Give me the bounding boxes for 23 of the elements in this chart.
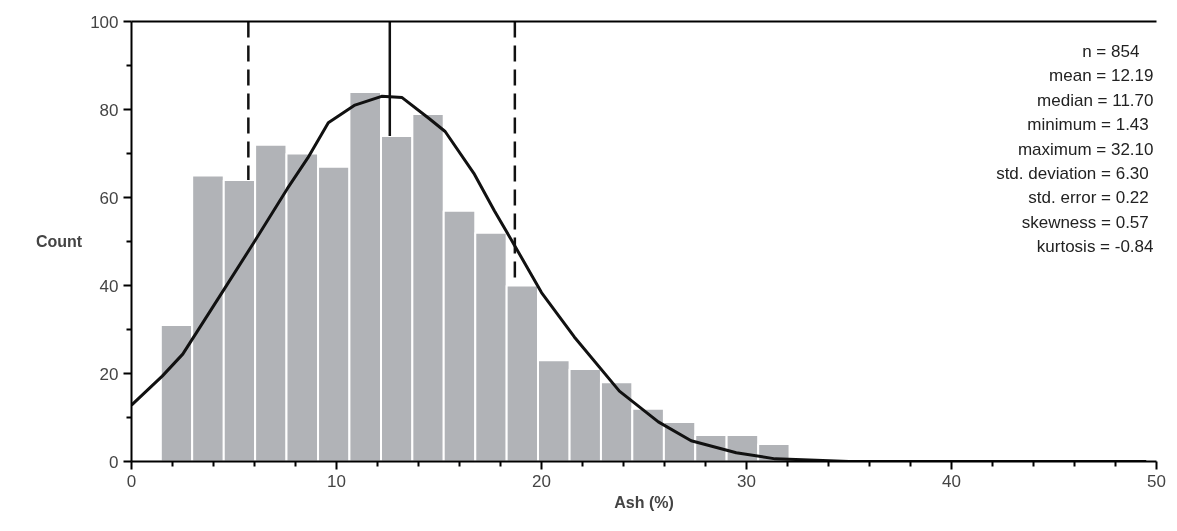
x-tick-label: 20 bbox=[532, 471, 551, 491]
y-tick-label: 40 bbox=[99, 276, 119, 296]
y-tick-label: 20 bbox=[99, 364, 119, 384]
annotation: mean = 12.19 bbox=[1049, 66, 1154, 86]
y-tick-label: 100 bbox=[90, 12, 119, 32]
annotation: median = 11.70 bbox=[1037, 90, 1154, 110]
x-tick-label: 30 bbox=[737, 471, 756, 491]
x-tick-label: 50 bbox=[1147, 471, 1166, 491]
x-tick-label: 10 bbox=[327, 471, 346, 491]
annotation: std. error = 0.22 bbox=[1028, 188, 1149, 208]
annotation: skewness = 0.57 bbox=[1021, 212, 1149, 232]
x-axis-title: Ash (%) bbox=[614, 493, 674, 511]
annotation: maximum = 32.10 bbox=[1017, 139, 1154, 159]
x-tick-label: 0 bbox=[126, 471, 137, 491]
y-tick-label: 60 bbox=[99, 188, 119, 208]
annotation: minimum = 1.43 bbox=[1027, 115, 1149, 135]
y-tick-label: 80 bbox=[99, 100, 119, 120]
x-tick-label: 40 bbox=[942, 471, 961, 491]
y-axis-title: Count bbox=[35, 233, 83, 250]
y-tick-label: 0 bbox=[109, 452, 119, 472]
annotation: std. deviation = 6.30 bbox=[996, 164, 1149, 183]
annotation: kurtosis = -0.84 bbox=[1036, 237, 1154, 257]
annotation: n = 854 bbox=[1082, 42, 1140, 61]
